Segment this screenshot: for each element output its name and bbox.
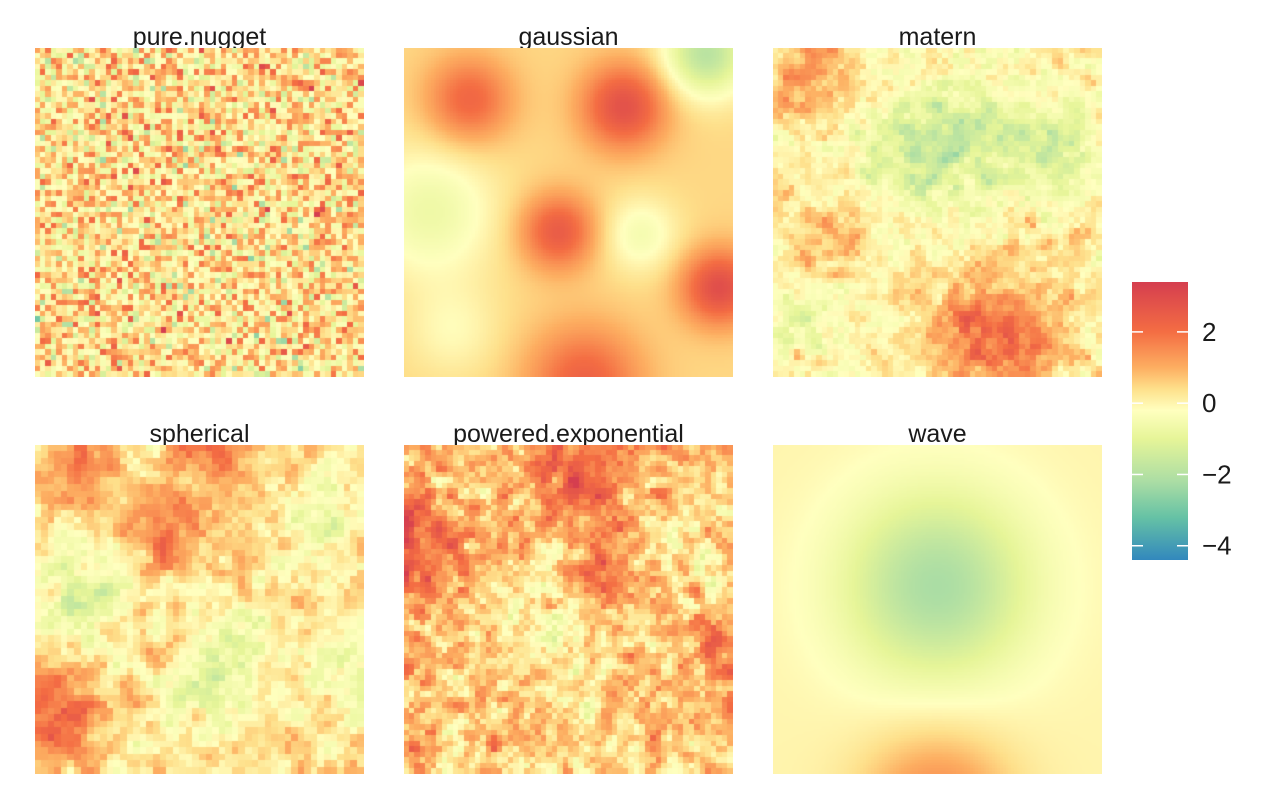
- facet-title: pure.nugget: [132, 23, 267, 48]
- facet-wave: wave: [773, 409, 1102, 774]
- legend-tick-label: 0: [1202, 388, 1216, 418]
- heatmap-tiles: [35, 445, 364, 774]
- facet-spherical: spherical: [35, 409, 364, 774]
- facet-title: gaussian: [518, 23, 619, 48]
- legend-svg: 2 0 −2 −4: [1132, 282, 1232, 561]
- heatmap-tiles: [773, 445, 1102, 774]
- legend-tick-label: −4: [1202, 531, 1232, 561]
- legend-colorbar: [1132, 282, 1188, 560]
- color-legend: 2 0 −2 −4: [1120, 270, 1260, 580]
- facet-title: matern: [898, 23, 977, 48]
- facet-pure-nugget: pure.nugget: [35, 12, 364, 377]
- facet-matern: matern: [773, 12, 1102, 377]
- legend-tick-label: 2: [1202, 317, 1216, 347]
- legend-tick-label: −2: [1202, 459, 1232, 489]
- heatmap-tiles: [404, 445, 733, 774]
- facet-powered-exponential: powered.exponential: [404, 409, 733, 774]
- heatmap-tiles: [773, 48, 1102, 377]
- facet-title: powered.exponential: [453, 420, 684, 445]
- facet-title: spherical: [149, 420, 250, 445]
- facet-title: wave: [908, 420, 967, 445]
- heatmap-tiles: [35, 48, 364, 377]
- heatmap-tiles: [404, 48, 733, 377]
- facet-gaussian: gaussian: [404, 12, 733, 377]
